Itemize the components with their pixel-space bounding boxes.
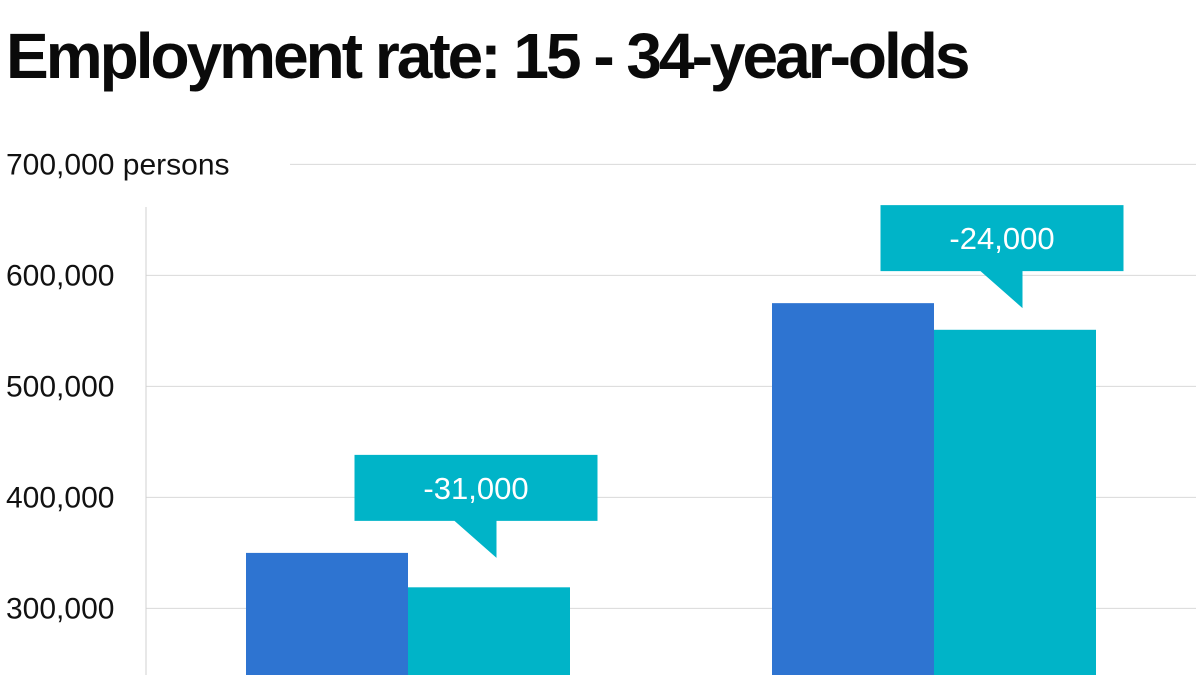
y-tick-label: 600,000: [6, 259, 114, 292]
y-axis-ticks: 300,000 400,000 500,000 600,000 700,000 pers…: [6, 148, 230, 625]
bars: [246, 303, 1096, 675]
difference-callouts: -31,000 -24,000: [354, 205, 1124, 558]
callout-label: -31,000: [423, 471, 528, 506]
callout-box: [880, 205, 1124, 309]
bar-series-1-category-2: [772, 303, 934, 675]
y-tick-label: 400,000: [6, 481, 114, 514]
bar-series-2-category-1: [408, 587, 570, 675]
callout-box: [354, 454, 598, 558]
bar-series-2-category-2: [934, 329, 1096, 675]
bar-series-1-category-1: [246, 552, 408, 675]
y-tick-label: 300,000: [6, 592, 114, 625]
callout-label: -24,000: [949, 221, 1054, 256]
y-tick-label: 500,000: [6, 370, 114, 403]
chart-title: Employment rate: 15 - 34-year-olds: [6, 20, 970, 92]
y-tick-label: 700,000 persons: [6, 148, 230, 181]
